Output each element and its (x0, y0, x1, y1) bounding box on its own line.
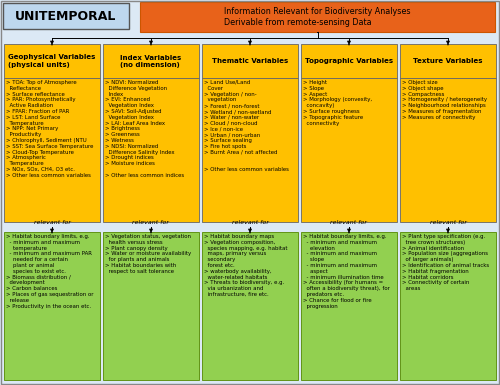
Bar (4, 78, 100, 222)
Text: UNITEMPORAL: UNITEMPORAL (16, 10, 116, 22)
Bar (400, 44, 496, 78)
Bar (301, 78, 397, 222)
Text: > Habitat boundary limits, e.g.
  - minimum and maximum
    temperature
  - mini: > Habitat boundary limits, e.g. - minimu… (6, 234, 94, 309)
Bar (400, 78, 496, 222)
Bar (4, 232, 100, 380)
Bar (202, 78, 298, 222)
Text: > Vegetation status, vegetation
  health versus stress
> Plant canopy density
> : > Vegetation status, vegetation health v… (105, 234, 191, 274)
Text: > Land Use/Land
  Cover
> Vegetation / non-
  vegetation
> Forest / non-forest
>: > Land Use/Land Cover > Vegetation / non… (204, 80, 289, 172)
Text: Texture Variables: Texture Variables (413, 58, 483, 64)
Bar (400, 232, 496, 380)
Text: > Height
> Slope
> Aspect
> Morphology (convexity,
  concavity)
> Surface roughn: > Height > Slope > Aspect > Morphology (… (303, 80, 372, 126)
Bar (301, 44, 397, 78)
Bar (103, 78, 199, 222)
Text: > NDVI: Normalized
  Difference Vegetation
  Index
> EVI: Enhanced
  Vegetation : > NDVI: Normalized Difference Vegetation… (105, 80, 184, 178)
Text: Thematic Variables: Thematic Variables (212, 58, 288, 64)
Text: > TOA: Top of Atmosphere
  Reflectance
> Surface reflectance
> PAR: Photosynthet: > TOA: Top of Atmosphere Reflectance > S… (6, 80, 94, 178)
Text: > Plant type specification (e.g.
  tree crown structures)
> Animal identificatio: > Plant type specification (e.g. tree cr… (402, 234, 489, 291)
Bar (4, 44, 100, 78)
Text: relevant for: relevant for (430, 219, 467, 224)
Bar (202, 232, 298, 380)
Text: relevant for: relevant for (232, 219, 268, 224)
Text: Index Variables
(no dimension): Index Variables (no dimension) (120, 55, 182, 67)
Bar (103, 232, 199, 380)
Bar (202, 44, 298, 78)
Text: > Habitat boundary maps
> Vegetation composition,
  species mapping, e.g. habita: > Habitat boundary maps > Vegetation com… (204, 234, 288, 297)
Bar (140, 2, 495, 32)
Bar (103, 44, 199, 78)
Text: Information Relevant for Biodiversity Analyses
Derivable from remote-sensing Dat: Information Relevant for Biodiversity An… (224, 7, 411, 27)
Text: relevant for: relevant for (330, 219, 368, 224)
Text: Geophysical Variables
(physical units): Geophysical Variables (physical units) (8, 55, 96, 67)
Bar (301, 232, 397, 380)
Text: > Object size
> Object shape
> Compactness
> Homogeneity / heterogeneity
> Neigh: > Object size > Object shape > Compactne… (402, 80, 487, 120)
Text: Topographic Variables: Topographic Variables (305, 58, 393, 64)
Text: > Habitat boundary limits, e.g.
  - minimum and maximum
    elevation
  - minimu: > Habitat boundary limits, e.g. - minimu… (303, 234, 390, 309)
Text: relevant for: relevant for (34, 219, 70, 224)
Bar (3, 3, 129, 29)
Text: relevant for: relevant for (132, 219, 170, 224)
